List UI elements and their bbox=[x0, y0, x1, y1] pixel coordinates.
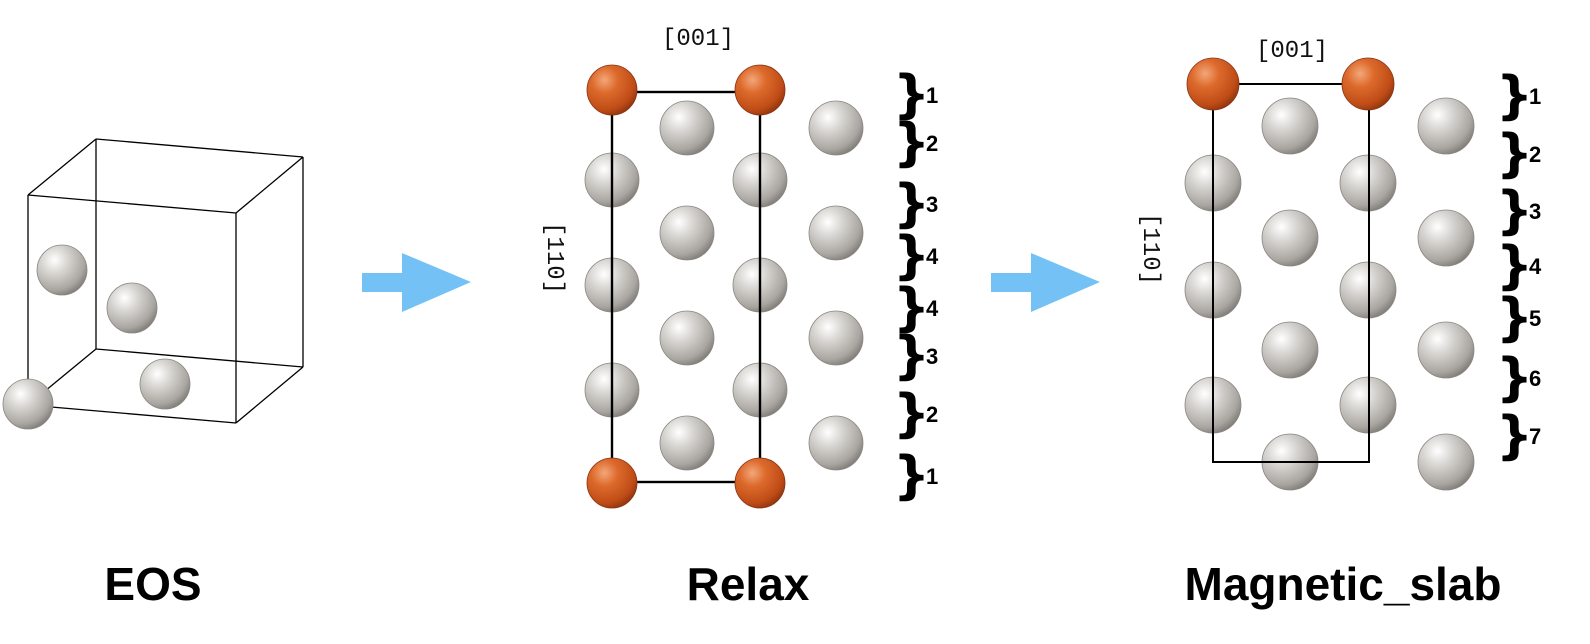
atom bbox=[659, 205, 715, 261]
right-arrow-icon bbox=[362, 253, 471, 312]
eos-panel: EOS bbox=[2, 138, 304, 610]
magnetic-surface-atoms bbox=[1186, 57, 1395, 111]
atom bbox=[1417, 209, 1475, 267]
atom bbox=[659, 310, 715, 366]
atom bbox=[1261, 97, 1319, 155]
eos-label: EOS bbox=[104, 558, 201, 610]
layer-number: 5 bbox=[1529, 306, 1541, 331]
layer-number: 2 bbox=[926, 402, 938, 427]
atom bbox=[1261, 209, 1319, 267]
magnetic-unit-cell bbox=[1212, 83, 1370, 463]
layer-brace: } bbox=[1496, 406, 1533, 466]
layer-number: 2 bbox=[926, 131, 938, 156]
atom bbox=[1261, 321, 1319, 379]
relax-layer-list: }1}2}3}4}4}3}2}1 bbox=[893, 65, 939, 506]
layer-brace: } bbox=[893, 174, 930, 234]
layer-brace: } bbox=[1496, 288, 1533, 348]
surface-atom bbox=[734, 64, 786, 116]
atom bbox=[808, 415, 864, 471]
layer-brace: } bbox=[893, 278, 930, 338]
atom bbox=[1417, 433, 1475, 491]
layer-number: 7 bbox=[1529, 424, 1541, 449]
layer-number: 3 bbox=[926, 344, 938, 369]
atom bbox=[1417, 321, 1475, 379]
layer-number: 6 bbox=[1529, 366, 1541, 391]
relax-unit-cell bbox=[610, 90, 762, 484]
magnetic-panel: [001] [110] }1}2}3}4}5}6}7 Magnetic_slab bbox=[1136, 38, 1542, 610]
layer-brace: } bbox=[1496, 66, 1533, 126]
layer-brace: } bbox=[893, 65, 930, 125]
relax-atoms bbox=[584, 100, 864, 471]
atom bbox=[808, 205, 864, 261]
layer-brace: } bbox=[1496, 348, 1533, 408]
layer-brace: } bbox=[893, 384, 930, 444]
atom bbox=[808, 100, 864, 156]
layer-brace: } bbox=[893, 113, 930, 173]
layer-number: 4 bbox=[926, 244, 939, 269]
magnetic-direction-top: [001] bbox=[1256, 38, 1328, 65]
layer-number: 4 bbox=[926, 296, 939, 321]
relax-surface-atoms bbox=[586, 64, 786, 509]
surface-atom bbox=[586, 457, 638, 509]
magnetic-layer-list: }1}2}3}4}5}6}7 bbox=[1496, 66, 1542, 466]
layer-number: 1 bbox=[1529, 84, 1541, 109]
surface-atom bbox=[1341, 57, 1395, 111]
layer-number: 3 bbox=[926, 192, 938, 217]
layer-brace: } bbox=[893, 326, 930, 386]
layer-brace: } bbox=[1496, 181, 1533, 241]
surface-atom bbox=[734, 457, 786, 509]
atom bbox=[808, 310, 864, 366]
relax-label: Relax bbox=[687, 558, 810, 610]
relax-direction-side: [110] bbox=[540, 222, 567, 294]
layer-brace: } bbox=[893, 226, 930, 286]
layer-brace: } bbox=[893, 446, 930, 506]
atom bbox=[659, 100, 715, 156]
atom bbox=[2, 378, 54, 430]
magnetic-label: Magnetic_slab bbox=[1185, 558, 1502, 610]
surface-atom bbox=[586, 64, 638, 116]
layer-brace: } bbox=[1496, 124, 1533, 184]
atom bbox=[1417, 97, 1475, 155]
atom bbox=[139, 358, 191, 410]
atom bbox=[659, 415, 715, 471]
layer-number: 4 bbox=[1529, 254, 1542, 279]
surface-atom bbox=[1186, 57, 1240, 111]
relax-panel: [001] [110] }1}2}3}4}4}3}2}1 Relax bbox=[540, 26, 939, 610]
eos-atoms bbox=[2, 244, 191, 430]
layer-number: 3 bbox=[1529, 199, 1541, 224]
layer-number: 2 bbox=[1529, 142, 1541, 167]
magnetic-atoms bbox=[1184, 97, 1475, 491]
layer-number: 1 bbox=[926, 83, 938, 108]
layer-brace: } bbox=[1496, 236, 1533, 296]
right-arrow-icon bbox=[991, 253, 1100, 312]
atom bbox=[36, 244, 88, 296]
atom bbox=[106, 282, 158, 334]
relax-direction-top: [001] bbox=[662, 26, 734, 53]
layer-number: 1 bbox=[926, 464, 938, 489]
magnetic-direction-side: [110] bbox=[1136, 213, 1163, 285]
